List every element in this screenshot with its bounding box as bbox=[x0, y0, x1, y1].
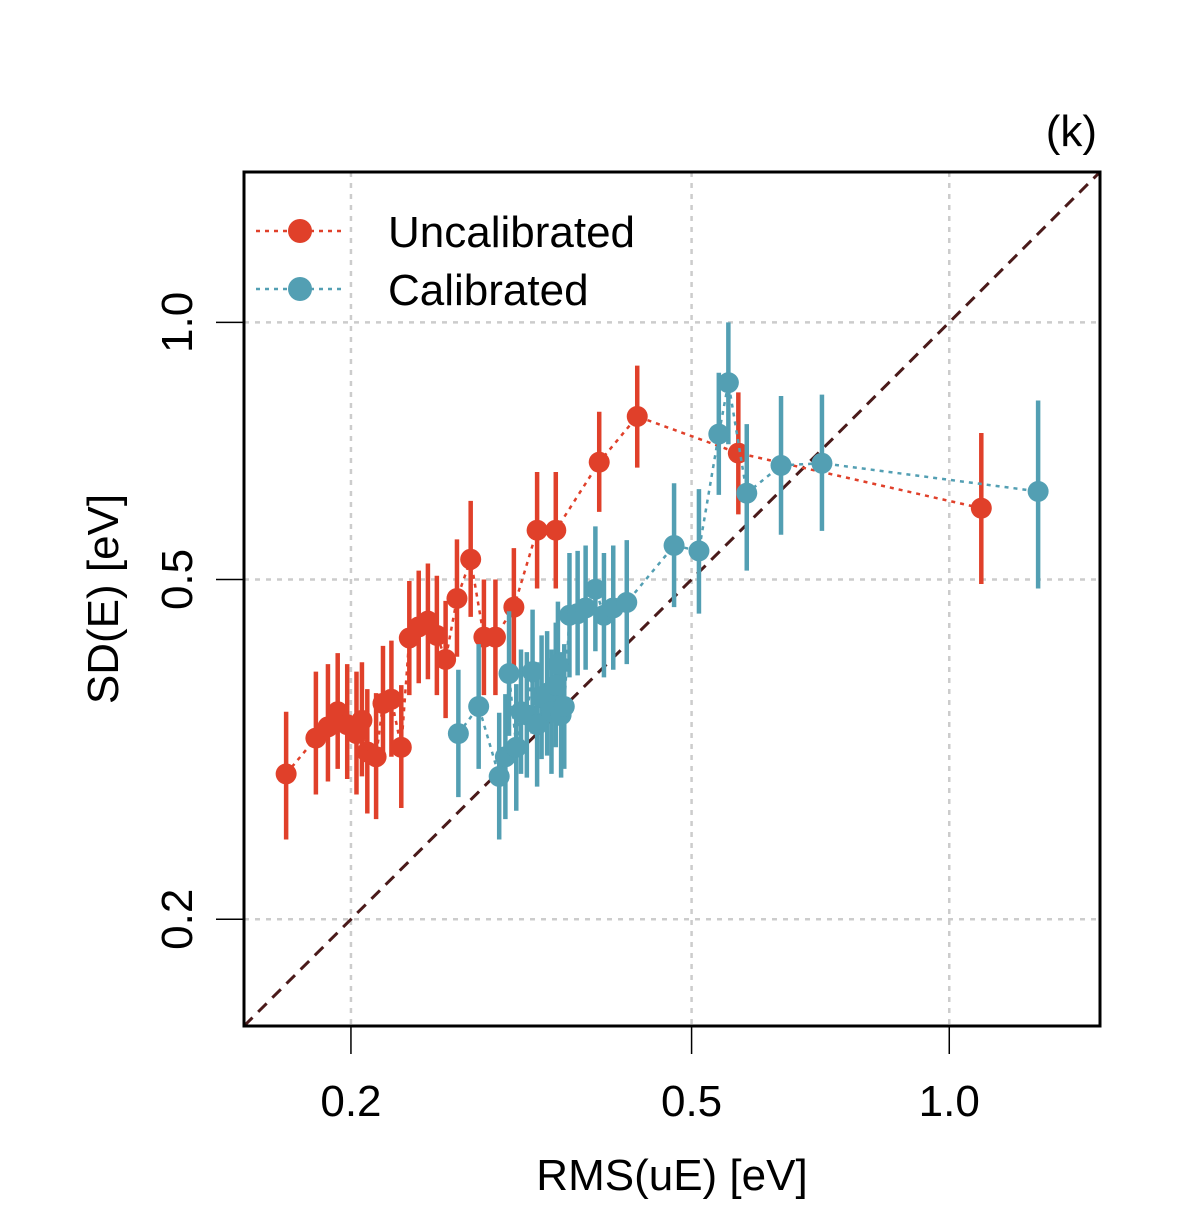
data-point bbox=[545, 674, 567, 696]
data-point bbox=[468, 695, 490, 717]
data-point bbox=[545, 519, 567, 541]
data-point bbox=[575, 597, 597, 619]
legend-label: Uncalibrated bbox=[388, 208, 635, 257]
data-point bbox=[708, 423, 730, 445]
x-axis-title: RMS(uE) [eV] bbox=[536, 1151, 807, 1200]
data-point bbox=[488, 765, 510, 787]
data-point bbox=[380, 688, 402, 710]
series-layer bbox=[275, 322, 1049, 840]
series-uncalibrated bbox=[275, 365, 992, 840]
data-point bbox=[447, 723, 469, 745]
data-point bbox=[584, 578, 606, 600]
x-tick-label: 1.0 bbox=[919, 1077, 980, 1126]
data-point bbox=[1027, 480, 1049, 502]
plot-frame bbox=[242, 170, 1102, 1028]
y-tick-label: 1.0 bbox=[153, 292, 202, 353]
data-point bbox=[317, 716, 339, 738]
series-calibrated bbox=[447, 322, 1049, 840]
y-axis-title: SD(E) [eV] bbox=[79, 494, 128, 704]
data-point bbox=[688, 540, 710, 562]
data-point bbox=[717, 372, 739, 394]
y-tick-label: 0.2 bbox=[153, 889, 202, 950]
data-point bbox=[498, 663, 520, 685]
data-point bbox=[547, 653, 569, 675]
data-point bbox=[365, 746, 387, 768]
data-point bbox=[736, 482, 758, 504]
data-point bbox=[770, 454, 792, 476]
data-point bbox=[484, 626, 506, 648]
x-tick-label: 0.2 bbox=[320, 1077, 381, 1126]
data-point bbox=[426, 624, 448, 646]
data-point bbox=[446, 587, 468, 609]
data-point bbox=[526, 714, 548, 736]
x-tick-label: 0.5 bbox=[661, 1077, 722, 1126]
data-point bbox=[435, 648, 457, 670]
y-tick-label: 0.5 bbox=[153, 549, 202, 610]
data-point bbox=[616, 591, 638, 613]
data-point bbox=[663, 534, 685, 556]
data-point bbox=[811, 452, 833, 474]
legend-marker bbox=[288, 219, 312, 243]
legend: Uncalibrated Calibrated bbox=[256, 208, 635, 315]
panel-label: (k) bbox=[1046, 107, 1097, 156]
data-point bbox=[505, 736, 527, 758]
data-point bbox=[553, 695, 575, 717]
data-point bbox=[275, 763, 297, 785]
data-point bbox=[351, 709, 373, 731]
legend-marker bbox=[288, 277, 312, 301]
data-point bbox=[390, 736, 412, 758]
data-point bbox=[727, 442, 749, 464]
data-point bbox=[522, 661, 544, 683]
data-point bbox=[526, 519, 548, 541]
legend-label: Calibrated bbox=[388, 266, 589, 315]
data-point bbox=[626, 405, 648, 427]
data-point bbox=[588, 451, 610, 473]
axes: 0.2 0.5 1.0 0.2 0.5 1.0 bbox=[153, 292, 980, 1126]
data-point bbox=[970, 497, 992, 519]
data-point bbox=[460, 548, 482, 570]
data-point bbox=[503, 596, 525, 618]
